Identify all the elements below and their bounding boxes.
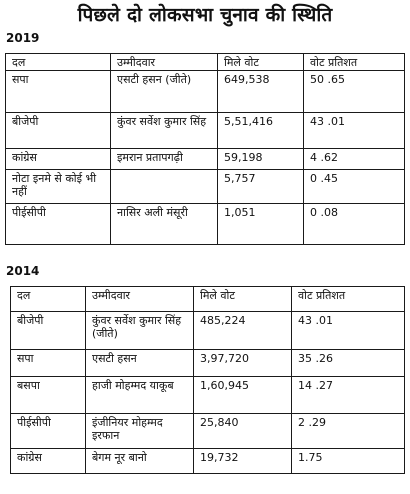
candidate-cell: एसटी हसन [85, 349, 194, 377]
header-party: दल [5, 53, 111, 71]
votes-cell: 1,051 [217, 203, 304, 245]
percent-cell: 0 .45 [303, 169, 405, 204]
votes-cell: 3,97,720 [193, 349, 292, 377]
table-row: बीजेपी कुंवर सर्वेश कुमार सिंह (जीते) 48… [10, 311, 405, 350]
page-title: पिछले दो लोकसभा चुनाव की स्थिति [77, 4, 333, 26]
votes-cell: 59,198 [217, 148, 304, 170]
table-row: पीईसीपी इंजीनियर मोहम्मद इरफान 25,840 2 … [10, 413, 405, 449]
candidate-cell: कुंवर सर्वेश कुमार सिंह [110, 112, 218, 149]
percent-cell: 43 .01 [291, 311, 405, 350]
party-cell: बसपा [10, 376, 86, 414]
table-row: कांग्रेस बेगम नूर बानो 19,732 1.75 [10, 448, 405, 474]
candidate-cell: इमरान प्रतापगढ़ी [110, 148, 218, 170]
candidate-cell: नासिर अली मंसूरी [110, 203, 218, 245]
table-header-row: दल उम्मीदवार मिले वोट वोट प्रतिशत [5, 53, 405, 71]
candidate-cell: बेगम नूर बानो [85, 448, 194, 474]
percent-cell: 50 .65 [303, 70, 405, 113]
party-cell: पीईसीपी [10, 413, 86, 449]
votes-cell: 1,60,945 [193, 376, 292, 414]
table-row: बसपा हाजी मोहम्मद याकूब 1,60,945 14 .27 [10, 376, 405, 414]
party-cell: कांग्रेस [10, 448, 86, 474]
candidate-cell: एसटी हसन (जीते) [110, 70, 218, 113]
table-row: बीजेपी कुंवर सर्वेश कुमार सिंह 5,51,416 … [5, 112, 405, 149]
party-cell: पीईसीपी [5, 203, 111, 245]
header-candidate: उम्मीदवार [85, 286, 194, 312]
percent-cell: 4 .62 [303, 148, 405, 170]
party-cell: नोटा इनमे से कोई भी नहीं [5, 169, 111, 204]
year-label-2019: 2019 [6, 31, 40, 45]
candidate-cell: इंजीनियर मोहम्मद इरफान [85, 413, 194, 449]
party-cell: बीजेपी [5, 112, 111, 149]
percent-cell: 2 .29 [291, 413, 405, 449]
year-label-2014: 2014 [6, 264, 40, 278]
table-row: सपा एसटी हसन (जीते) 649,538 50 .65 [5, 70, 405, 113]
header-vote-percent: वोट प्रतिशत [291, 286, 405, 312]
results-table-2014: दल उम्मीदवार मिले वोट वोट प्रतिशत बीजेपी… [10, 286, 405, 474]
candidate-cell [110, 169, 218, 204]
party-cell: बीजेपी [10, 311, 86, 350]
table-row: कांग्रेस इमरान प्रतापगढ़ी 59,198 4 .62 [5, 148, 405, 170]
results-table-2019: दल उम्मीदवार मिले वोट वोट प्रतिशत सपा एस… [5, 53, 405, 245]
header-votes: मिले वोट [193, 286, 292, 312]
votes-cell: 5,51,416 [217, 112, 304, 149]
table-header-row: दल उम्मीदवार मिले वोट वोट प्रतिशत [10, 286, 405, 312]
percent-cell: 14 .27 [291, 376, 405, 414]
header-candidate: उम्मीदवार [110, 53, 218, 71]
percent-cell: 0 .08 [303, 203, 405, 245]
candidate-cell: कुंवर सर्वेश कुमार सिंह (जीते) [85, 311, 194, 350]
votes-cell: 5,757 [217, 169, 304, 204]
votes-cell: 649,538 [217, 70, 304, 113]
percent-cell: 43 .01 [303, 112, 405, 149]
party-cell: सपा [10, 349, 86, 377]
votes-cell: 485,224 [193, 311, 292, 350]
header-vote-percent: वोट प्रतिशत [303, 53, 405, 71]
party-cell: सपा [5, 70, 111, 113]
percent-cell: 35 .26 [291, 349, 405, 377]
table-row: नोटा इनमे से कोई भी नहीं 5,757 0 .45 [5, 169, 405, 204]
party-cell: कांग्रेस [5, 148, 111, 170]
votes-cell: 19,732 [193, 448, 292, 474]
header-votes: मिले वोट [217, 53, 304, 71]
table-row: पीईसीपी नासिर अली मंसूरी 1,051 0 .08 [5, 203, 405, 245]
table-row: सपा एसटी हसन 3,97,720 35 .26 [10, 349, 405, 377]
header-party: दल [10, 286, 86, 312]
votes-cell: 25,840 [193, 413, 292, 449]
candidate-cell: हाजी मोहम्मद याकूब [85, 376, 194, 414]
percent-cell: 1.75 [291, 448, 405, 474]
